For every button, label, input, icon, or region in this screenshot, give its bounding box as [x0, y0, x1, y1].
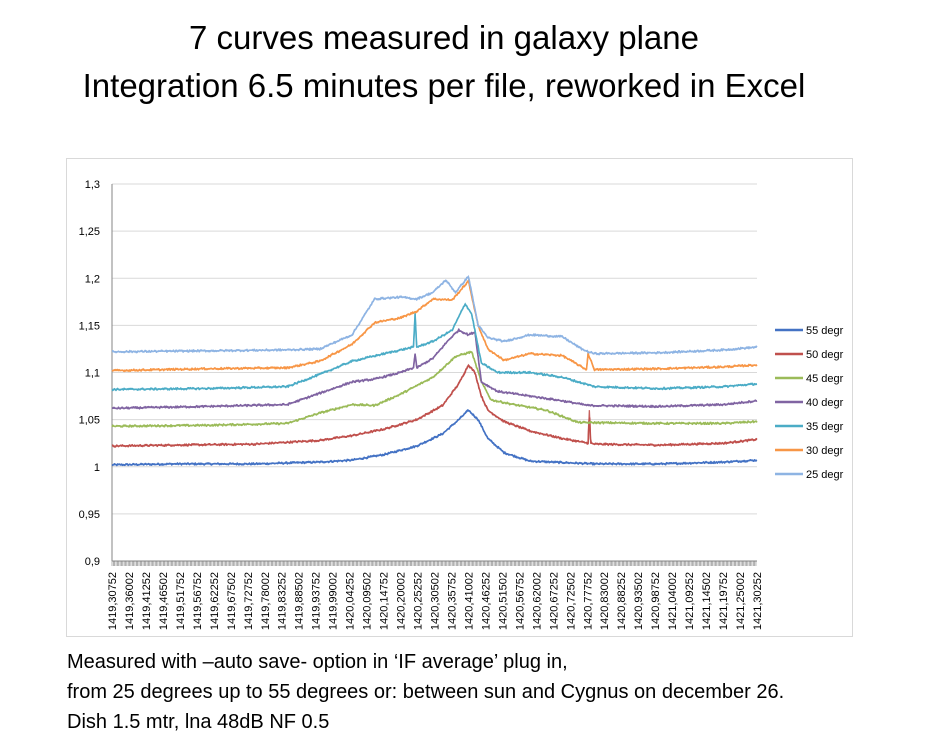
y-tick-label: 0,95 [79, 509, 100, 521]
legend-label: 30 degr [806, 445, 844, 457]
x-tick-label: 1420,77752 [582, 572, 594, 630]
x-tick-label: 1420,88252 [616, 572, 628, 630]
x-tick-label: 1420,46252 [480, 572, 492, 630]
caption-line3: Dish 1.5 mtr, lna 48dB NF 0.5 [67, 711, 330, 733]
x-tick-label: 1420,41002 [463, 572, 475, 630]
x-tick-label: 1420,20002 [396, 572, 408, 630]
x-tick-label: 1419,62252 [209, 572, 221, 630]
series-peak-outline [111, 363, 758, 447]
x-tick-label: 1420,56752 [514, 572, 526, 630]
x-tick-label: 1421,09252 [684, 572, 696, 630]
x-tick-label: 1420,98752 [650, 572, 662, 630]
x-tick-label: 1419,88502 [294, 572, 306, 630]
series-peak-outline [111, 274, 758, 355]
slide-title-line2: Integration 6.5 minutes per file, rework… [82, 67, 806, 104]
x-tick-label: 1420,62002 [531, 572, 543, 630]
x-tick-label: 1419,41252 [141, 572, 153, 630]
y-tick-label: 0,9 [85, 556, 100, 568]
series-line [111, 276, 758, 356]
x-tick-label: 1420,14752 [379, 572, 391, 630]
x-tick-label: 1419,93752 [311, 572, 323, 630]
series-peak-outline [111, 409, 758, 466]
slide-title-line1: 7 curves measured in galaxy plane [189, 19, 699, 56]
x-tick-label: 1420,25252 [413, 572, 425, 630]
caption-line2: from 25 degrees up to 55 degrees or: bet… [67, 681, 785, 703]
legend-label: 55 degr [806, 325, 844, 337]
x-tick-label: 1419,56752 [192, 572, 204, 630]
x-tick-label: 1420,30502 [430, 572, 442, 630]
series-line [111, 409, 758, 467]
y-tick-label: 1,2 [85, 273, 100, 285]
y-tick-label: 1 [94, 462, 100, 474]
x-tick-label: 1419,72752 [243, 572, 255, 630]
y-tick-label: 1,3 [85, 179, 100, 191]
legend-label: 45 degr [806, 373, 844, 385]
x-tick-label: 1419,83252 [277, 572, 289, 630]
x-tick-label: 1419,51752 [175, 572, 187, 630]
x-tick-label: 1419,67502 [226, 572, 238, 630]
chart-area: 0,9 0,95 1 1,05 1,1 1,15 1,2 1,25 1,3 1419,30752 1… [66, 158, 853, 637]
legend-label: 35 degr [806, 421, 844, 433]
series-peak-outline [111, 350, 758, 427]
x-minor-ticks [111, 561, 757, 566]
x-tick-label: 1420,09502 [362, 572, 374, 630]
x-tick-label: 1419,46502 [158, 572, 170, 630]
legend-label: 25 degr [806, 469, 844, 481]
x-tick-label: 1420,04252 [345, 572, 357, 630]
legend-label: 40 degr [806, 397, 844, 409]
x-tick-label: 1420,51502 [497, 572, 509, 630]
x-tick-label: 1419,78002 [260, 572, 272, 630]
x-tick-label: 1421,25002 [735, 572, 747, 630]
series-peak-outline [111, 329, 758, 409]
series-peak-outline [111, 302, 758, 391]
x-tick-label: 1421,19752 [718, 572, 730, 630]
x-tick-label: 1420,83002 [599, 572, 611, 630]
y-tick-label: 1,25 [79, 226, 100, 238]
x-tick-label: 1419,36002 [124, 572, 136, 630]
x-tick-label: 1420,35752 [447, 572, 459, 630]
y-tick-label: 1,05 [79, 415, 100, 427]
x-tick-label: 1420,93502 [633, 572, 645, 630]
legend-label: 50 degr [806, 349, 844, 361]
caption-line1: Measured with –auto save- option in ‘IF … [67, 651, 568, 673]
x-tick-label: 1421,04002 [667, 572, 679, 630]
x-tick-label: 1419,30752 [107, 572, 119, 630]
line-chart: 0,9 0,95 1 1,05 1,1 1,15 1,2 1,25 1,3 1419,30752 1… [79, 179, 844, 630]
y-tick-label: 1,1 [85, 368, 100, 380]
y-tick-label: 1,15 [79, 320, 100, 332]
series-line [111, 303, 758, 392]
x-tick-label: 1421,30252 [752, 572, 764, 630]
x-tick-label: 1421,14502 [701, 572, 713, 630]
x-tick-label: 1420,72502 [565, 572, 577, 630]
x-tick-label: 1420,67252 [548, 572, 560, 630]
x-tick-label: 1419,99002 [328, 572, 340, 630]
